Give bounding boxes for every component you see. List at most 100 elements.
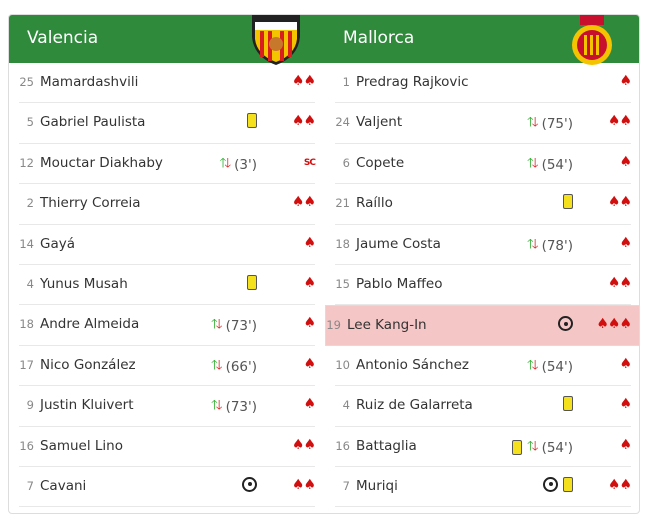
player-name[interactable]: Muriqi [356, 477, 398, 494]
yellow-card-icon [563, 396, 573, 412]
goal-ball-icon [242, 476, 257, 492]
player-row[interactable]: 24 Valjent 🡑🡓 (75') ♠♠ [335, 103, 632, 144]
away-lineup: Mallorca 1 Predrag Rajkovic ♠ 24 Valjent 🡑🡓 (7… [325, 15, 639, 513]
player-row[interactable]: 5 Gabriel Paulista ♠♠ [19, 103, 316, 144]
player-rating: ♠♠ [291, 73, 316, 89]
home-header: Valencia [9, 15, 325, 65]
substitution-icon: 🡑🡓 [211, 357, 222, 373]
yellow-card-icon [563, 194, 573, 210]
shirt-number: 12 [19, 155, 34, 170]
valencia-logo-icon [252, 15, 300, 65]
player-row[interactable]: 7 Muriqi ♠♠ [335, 467, 632, 508]
player-events [242, 476, 257, 492]
player-row[interactable]: 21 Raíllo ♠♠ [335, 184, 632, 225]
shirt-number: 16 [19, 438, 34, 453]
shirt-number: 17 [19, 357, 34, 372]
player-row[interactable]: 7 Cavani ♠♠ [19, 467, 316, 508]
player-row[interactable]: 16 Samuel Lino ♠♠ [19, 427, 316, 467]
player-name[interactable]: Valjent [356, 114, 403, 131]
player-rating: ♠♠ [607, 113, 632, 130]
player-events [247, 113, 257, 129]
yellow-card-icon [563, 476, 573, 492]
player-rating: ♠♠♠ [596, 316, 632, 333]
player-name[interactable]: Thierry Correia [40, 195, 141, 212]
substitution-minute: (3') [234, 156, 257, 173]
player-name[interactable]: Lee Kang-In [347, 317, 427, 334]
shirt-number: 10 [335, 357, 350, 372]
player-row[interactable]: 9 Justin Kluivert 🡑🡓 (73') ♠ [19, 386, 316, 427]
player-name[interactable]: Samuel Lino [40, 437, 123, 454]
player-name[interactable]: Mamardashvili [40, 74, 139, 90]
player-name[interactable]: Antonio Sánchez [356, 356, 469, 373]
player-rating: ♠♠ [291, 113, 316, 130]
player-name[interactable]: Predrag Rajkovic [356, 74, 469, 90]
player-name[interactable]: Ruiz de Galarreta [356, 397, 473, 414]
player-name[interactable]: Nico González [40, 356, 136, 373]
substitution-minute: (66') [225, 358, 257, 375]
shirt-number: 4 [26, 276, 34, 291]
player-row[interactable]: 17 Nico González 🡑🡓 (66') ♠ [19, 346, 316, 387]
player-row[interactable]: 12 Mouctar Diakhaby 🡑🡓 (3') SC [19, 144, 316, 185]
player-rating: ♠ [303, 396, 316, 413]
player-row[interactable]: 16 Battaglia 🡑🡓 (54') ♠ [335, 427, 632, 467]
player-rating: ♠ [619, 355, 632, 372]
player-events: 🡑🡓 (3') [220, 154, 257, 176]
player-rating: ♠♠ [607, 274, 632, 291]
player-events [563, 396, 573, 412]
player-row[interactable]: 19 Lee Kang-In ♠♠♠ [325, 305, 639, 346]
player-events [558, 316, 573, 332]
player-name[interactable]: Justin Kluivert [40, 397, 134, 414]
player-name[interactable]: Gayá [40, 235, 75, 252]
player-events [543, 476, 573, 492]
player-rating: ♠ [619, 234, 632, 251]
player-name[interactable]: Copete [356, 154, 405, 171]
shirt-number: 18 [335, 236, 350, 251]
away-team-name: Mallorca [343, 28, 415, 48]
player-name[interactable]: Andre Almeida [40, 316, 140, 333]
substitution-icon: 🡑🡓 [219, 155, 231, 171]
player-name[interactable]: Battaglia [356, 437, 417, 454]
shirt-number: 25 [19, 75, 34, 89]
shirt-number: 24 [335, 115, 350, 130]
player-row[interactable]: 10 Antonio Sánchez 🡑🡓 (54') ♠ [335, 346, 632, 387]
player-name[interactable]: Jaume Costa [356, 235, 441, 252]
player-rating: SC [303, 157, 316, 168]
player-rating: ♠♠ [607, 194, 632, 211]
shirt-number: 2 [26, 196, 34, 211]
away-player-list: 1 Predrag Rajkovic ♠ 24 Valjent 🡑🡓 (75') ♠♠ 6 Cop… [325, 63, 639, 508]
player-events [247, 274, 257, 290]
player-rating: ♠ [303, 355, 316, 372]
player-name[interactable]: Mouctar Diakhaby [40, 154, 163, 171]
player-row[interactable]: 18 Jaume Costa 🡑🡓 (78') ♠ [335, 225, 632, 265]
goal-ball-icon [543, 476, 558, 492]
substitution-icon: 🡑🡓 [527, 357, 538, 373]
player-row[interactable]: 18 Andre Almeida 🡑🡓 (73') ♠ [19, 305, 316, 346]
player-rating: ♠♠ [607, 476, 632, 493]
player-row[interactable]: 4 Yunus Musah ♠ [19, 265, 316, 306]
lineups-card: Valencia 25 Mamardashvili ♠♠ 5 Gabriel Pauli… [8, 14, 640, 514]
player-events: 🡑🡓 (54') [527, 356, 573, 378]
player-row[interactable]: 15 Pablo Maffeo ♠♠ [335, 265, 632, 306]
player-row[interactable]: 14 Gayá ♠ [19, 225, 316, 265]
goal-ball-icon [558, 316, 573, 332]
player-row[interactable]: 2 Thierry Correia ♠♠ [19, 184, 316, 225]
player-rating: ♠ [619, 73, 632, 89]
player-row[interactable]: 4 Ruiz de Galarreta ♠ [335, 386, 632, 427]
player-rating: ♠♠ [291, 194, 316, 211]
player-row[interactable]: 6 Copete 🡑🡓 (54') ♠ [335, 144, 632, 185]
shirt-number: 14 [19, 236, 34, 251]
player-name[interactable]: Raíllo [356, 195, 393, 212]
substitution-minute: (75') [541, 116, 573, 133]
substitution-minute: (78') [541, 237, 573, 254]
player-row[interactable]: 25 Mamardashvili ♠♠ [19, 63, 316, 104]
player-name[interactable]: Cavani [40, 477, 87, 494]
player-name[interactable]: Gabriel Paulista [40, 114, 146, 131]
shirt-number: 9 [26, 398, 34, 413]
player-rating: ♠ [619, 436, 632, 453]
player-events: 🡑🡓 (75') [527, 113, 573, 135]
player-rating: ♠♠ [291, 436, 316, 453]
player-name[interactable]: Pablo Maffeo [356, 275, 443, 292]
player-row[interactable]: 1 Predrag Rajkovic ♠ [335, 63, 632, 104]
player-rating: ♠ [619, 396, 632, 413]
player-name[interactable]: Yunus Musah [40, 275, 128, 292]
